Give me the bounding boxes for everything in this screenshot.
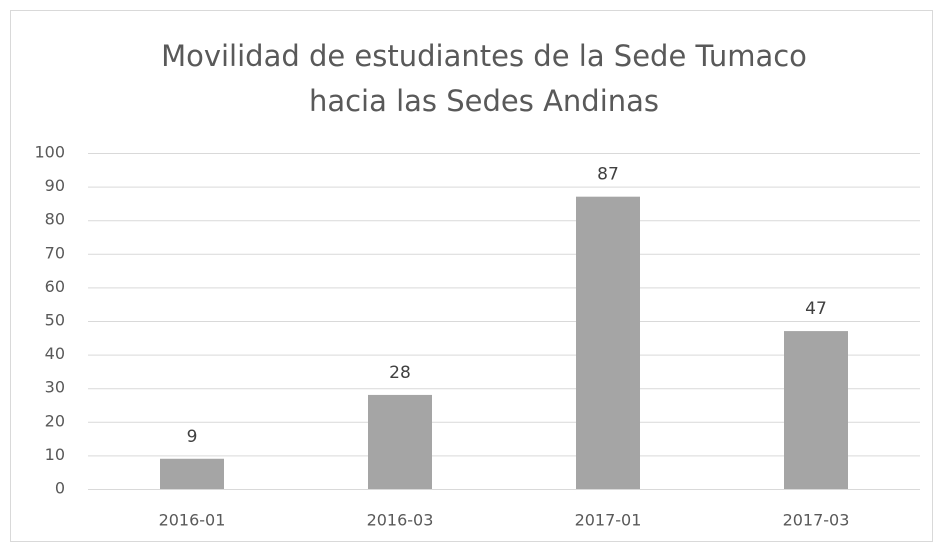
- y-tick-label: 30: [45, 378, 65, 397]
- data-label: 47: [805, 299, 827, 319]
- y-tick-label: 20: [45, 411, 65, 430]
- chart-border: [10, 10, 933, 542]
- y-tick-label: 40: [45, 344, 65, 363]
- y-tick-label: 100: [34, 143, 65, 162]
- x-tick-label: 2016-01: [159, 511, 226, 530]
- y-tick-label: 80: [45, 210, 65, 229]
- y-tick-label: 10: [45, 445, 65, 464]
- y-tick-label: 60: [45, 277, 65, 296]
- chart-title: Movilidad de estudiantes de la Sede Tuma…: [161, 39, 807, 73]
- y-tick-label: 50: [45, 311, 65, 330]
- bar: [576, 196, 640, 489]
- y-tick-label: 70: [45, 243, 65, 262]
- y-tick-label: 90: [45, 176, 65, 195]
- bar: [784, 331, 848, 489]
- data-label: 28: [389, 363, 411, 383]
- x-tick-label: 2017-01: [575, 511, 642, 530]
- x-tick-label: 2016-03: [367, 511, 434, 530]
- data-label: 9: [187, 427, 198, 447]
- data-label: 87: [597, 165, 619, 185]
- y-tick-label: 0: [55, 479, 65, 498]
- bar: [160, 458, 224, 489]
- x-tick-label: 2017-03: [783, 511, 850, 530]
- bar: [368, 394, 432, 489]
- chart-title: hacia las Sedes Andinas: [309, 84, 659, 118]
